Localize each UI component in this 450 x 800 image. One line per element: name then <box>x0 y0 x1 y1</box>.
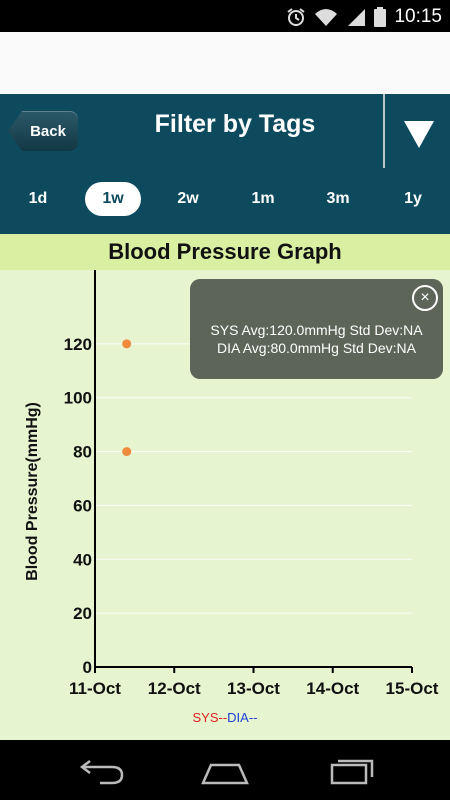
bp-chart: 0 20 40 60 80 100 120 11-Oct 12-Oct 13-Oct 14-Oct 1… <box>24 270 439 698</box>
y-tick-label: 120 <box>64 335 92 354</box>
data-point-sys <box>122 339 132 349</box>
x-tick-label: 13-Oct <box>227 679 280 698</box>
tab-1d[interactable]: 1d <box>28 190 48 207</box>
x-tick-label: 14-Oct <box>306 679 359 698</box>
back-button[interactable]: Back <box>8 111 78 151</box>
close-icon[interactable]: × <box>412 285 438 311</box>
status-bar: 10:15 <box>0 0 450 32</box>
y-axis-label: Blood Pressure(mmHg) <box>24 402 41 581</box>
nav-home-button[interactable] <box>195 753 255 787</box>
status-icons: 10:15 <box>286 6 442 28</box>
app-top-band <box>0 32 450 94</box>
legend-dia: DIA-- <box>227 710 258 725</box>
range-tabs: 1d 1w 2w 1m 3m 1y <box>0 182 450 222</box>
tab-2w[interactable]: 2w <box>177 190 199 207</box>
x-tick-label: 12-Oct <box>148 679 201 698</box>
tab-1w[interactable]: 1w <box>85 182 141 216</box>
x-tick-label: 11-Oct <box>69 679 121 698</box>
triangle-down-icon <box>404 121 434 148</box>
y-tick-label: 80 <box>73 443 92 462</box>
battery-icon <box>374 7 387 27</box>
tab-1m[interactable]: 1m <box>251 190 275 207</box>
stats-tooltip: × SYS Avg:120.0mmHg Std Dev:NA DIA Avg:8… <box>190 279 443 379</box>
dropdown-button[interactable] <box>390 104 450 160</box>
y-tick-label: 0 <box>83 658 92 677</box>
status-time: 10:15 <box>394 6 442 27</box>
legend-sys: SYS-- <box>192 710 228 725</box>
chart-legend: SYS--DIA-- <box>0 710 450 725</box>
tab-1y[interactable]: 1y <box>404 190 422 207</box>
nav-bar <box>0 740 450 800</box>
recents-nav-icon <box>330 759 374 785</box>
y-tick-label: 40 <box>73 550 92 569</box>
signal-icon <box>348 9 366 26</box>
y-tick-label: 60 <box>73 496 92 515</box>
data-point-dia <box>122 447 132 457</box>
nav-back-button[interactable] <box>70 753 130 787</box>
header-bar: Back Filter by Tags 1d 1w 2w 1m 3m 1y <box>0 94 450 234</box>
tooltip-sys-line: SYS Avg:120.0mmHg Std Dev:NA <box>210 322 423 338</box>
tab-3m[interactable]: 3m <box>326 190 350 207</box>
graph-title: Blood Pressure Graph <box>0 234 450 270</box>
tooltip-dia-line: DIA Avg:80.0mmHg Std Dev:NA <box>217 340 416 356</box>
nav-recents-button[interactable] <box>322 753 382 787</box>
x-tick-label: 15-Oct <box>386 679 439 698</box>
header-divider <box>383 94 385 168</box>
graph-area: 0 20 40 60 80 100 120 11-Oct 12-Oct 13-Oct 14-Oct 1… <box>0 270 450 740</box>
y-tick-label: 20 <box>73 604 92 623</box>
alarm-icon <box>287 8 306 26</box>
y-tick-label: 100 <box>64 389 92 408</box>
back-nav-icon <box>79 760 124 785</box>
home-nav-icon <box>201 763 249 785</box>
wifi-icon <box>315 9 338 26</box>
page-title: Filter by Tags <box>154 110 316 138</box>
